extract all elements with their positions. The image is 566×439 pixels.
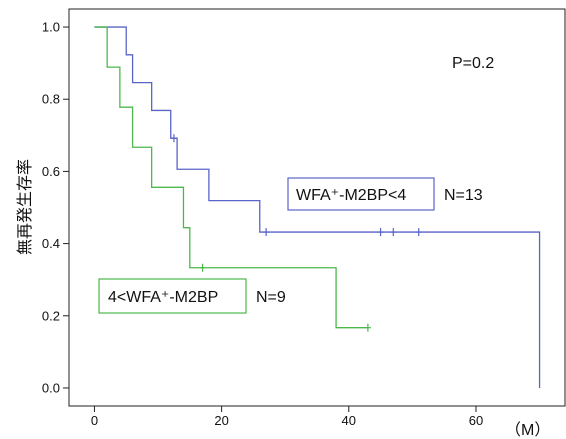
- series-line-blue: [94, 26, 541, 388]
- y-tick-label: 0.8: [42, 92, 60, 107]
- x-tick-label: 60: [469, 413, 483, 428]
- y-axis-label: 無再発生存率: [15, 159, 34, 255]
- y-tick-label: 0.2: [42, 308, 60, 323]
- legend-n-green: N=9: [256, 289, 286, 306]
- y-tick-label: 0.6: [42, 164, 60, 179]
- legend-n-blue: N=13: [444, 187, 483, 204]
- legend-label-green: 4<WFA⁺-M2BP: [108, 289, 218, 306]
- x-axis-unit-label: （M）: [505, 421, 550, 439]
- legend-box-green: [98, 278, 247, 314]
- y-tick-label: 0.0: [42, 380, 60, 395]
- legend-label-blue: WFA⁺-M2BP<4: [296, 187, 406, 204]
- y-tick-label: 1.0: [42, 20, 60, 35]
- legend-box-blue: [287, 177, 435, 211]
- x-tick-label: 0: [91, 413, 98, 428]
- p-value-label: P=0.2: [452, 55, 494, 72]
- axis-ticks: 0.0 0.2 0.4 0.6 0.8 1.0 0 20 40 60: [42, 20, 483, 428]
- x-tick-label: 40: [342, 413, 356, 428]
- x-tick-label: 20: [214, 413, 228, 428]
- plot-frame: [68, 8, 566, 407]
- series-line-green: [94, 26, 368, 329]
- series-layer: [94, 26, 541, 388]
- y-tick-label: 0.4: [42, 236, 60, 251]
